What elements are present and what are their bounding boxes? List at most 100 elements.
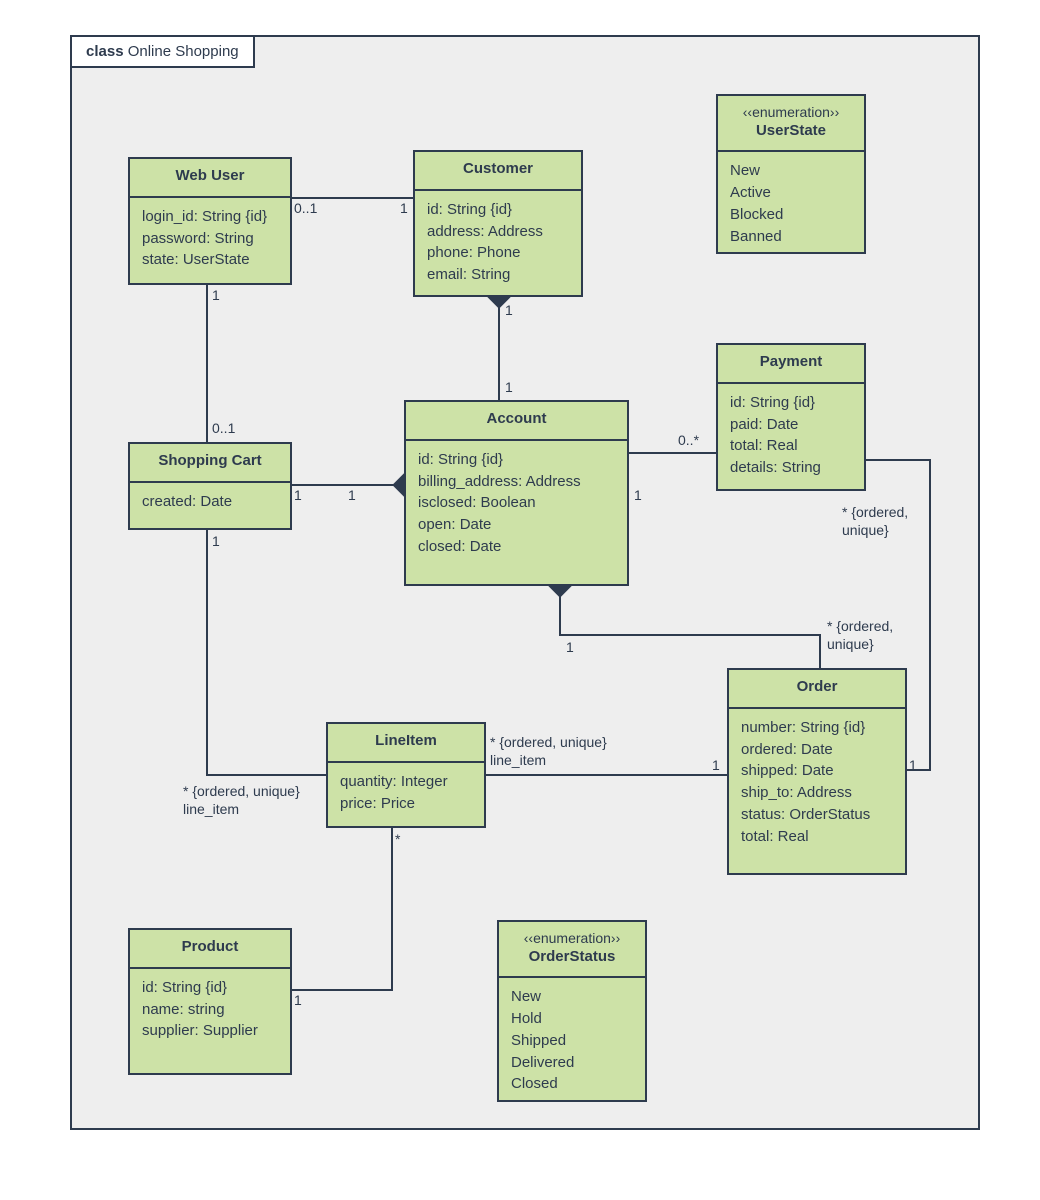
attribute-row: Banned [730, 226, 852, 248]
attribute-row: ship_to: Address [741, 782, 893, 804]
class-name: Payment [760, 353, 823, 370]
class-attributes: created: Date [130, 483, 290, 523]
multiplicity-label: * {ordered,unique} [842, 504, 908, 539]
attribute-row: Blocked [730, 204, 852, 226]
multiplicity-label: 1 [348, 487, 356, 505]
frame-label: class Online Shopping [70, 35, 255, 68]
attribute-row: Delivered [511, 1052, 633, 1074]
class-name: Web User [176, 167, 245, 184]
class-order: Ordernumber: String {id}ordered: Dateshi… [727, 668, 907, 875]
attribute-row: New [511, 986, 633, 1008]
multiplicity-label: * {ordered,unique} [827, 618, 893, 653]
multiplicity-label: * [395, 831, 400, 849]
class-name: LineItem [375, 732, 437, 749]
class-attributes: id: String {id}billing_address: Addressi… [406, 441, 627, 568]
multiplicity-label: * {ordered, unique}line_item [183, 783, 300, 818]
attribute-row: id: String {id} [418, 449, 615, 471]
class-order_status: ‹‹enumeration››OrderStatusNewHoldShipped… [497, 920, 647, 1102]
multiplicity-label: 1 [400, 200, 408, 218]
class-name: UserState [756, 122, 826, 139]
attribute-row: id: String {id} [730, 392, 852, 414]
class-title: ‹‹enumeration››UserState [718, 96, 864, 152]
multiplicity-label: 1 [634, 487, 642, 505]
class-title: Payment [718, 345, 864, 384]
class-attributes: id: String {id}address: Addressphone: Ph… [415, 191, 581, 296]
stereotype-label: ‹‹enumeration›› [728, 104, 854, 122]
class-attributes: quantity: Integerprice: Price [328, 763, 484, 825]
class-title: Shopping Cart [130, 444, 290, 483]
multiplicity-label: 1 [909, 757, 917, 775]
class-attributes: id: String {id}name: stringsupplier: Sup… [130, 969, 290, 1052]
attribute-row: total: Real [730, 435, 852, 457]
attribute-row: billing_address: Address [418, 471, 615, 493]
multiplicity-label: 1 [505, 302, 513, 320]
class-account: Account id: String {id}billing_address: A… [404, 400, 629, 586]
attribute-row: state: UserState [142, 249, 278, 271]
class-name: Shopping Cart [158, 452, 261, 469]
class-attributes: number: String {id}ordered: Dateshipped:… [729, 709, 905, 858]
attribute-row: Closed [511, 1073, 633, 1095]
class-name: Customer [463, 160, 533, 177]
class-name: Order [797, 678, 838, 695]
class-title: ‹‹enumeration››OrderStatus [499, 922, 645, 978]
attribute-row: supplier: Supplier [142, 1020, 278, 1042]
attribute-row: number: String {id} [741, 717, 893, 739]
class-title: Product [130, 930, 290, 969]
class-payment: Payment id: String {id}paid: Datetotal: R… [716, 343, 866, 491]
attribute-row: price: Price [340, 793, 472, 815]
multiplicity-label: 1 [294, 487, 302, 505]
attribute-row: status: OrderStatus [741, 804, 893, 826]
attribute-row: Hold [511, 1008, 633, 1030]
class-attributes: id: String {id}paid: Datetotal: Realdeta… [718, 384, 864, 489]
class-attributes: NewHoldShippedDeliveredClosed [499, 978, 645, 1105]
attribute-row: quantity: Integer [340, 771, 472, 793]
attribute-row: total: Real [741, 826, 893, 848]
attribute-row: New [730, 160, 852, 182]
class-product: Product id: String {id}name: stringsuppli… [128, 928, 292, 1075]
attribute-row: address: Address [427, 221, 569, 243]
class-title: LineItem [328, 724, 484, 763]
attribute-row: Shipped [511, 1030, 633, 1052]
attribute-row: id: String {id} [142, 977, 278, 999]
attribute-row: isclosed: Boolean [418, 492, 615, 514]
attribute-row: created: Date [142, 491, 278, 513]
class-web_user: Web User login_id: String {id}password: S… [128, 157, 292, 285]
class-title: Customer [415, 152, 581, 191]
multiplicity-label: 1 [505, 379, 513, 397]
attribute-row: closed: Date [418, 536, 615, 558]
attribute-row: password: String [142, 228, 278, 250]
class-title: Order [729, 670, 905, 709]
attribute-row: email: String [427, 264, 569, 286]
class-attributes: NewActiveBlockedBanned [718, 152, 864, 257]
class-customer: Customer id: String {id}address: Addressp… [413, 150, 583, 297]
class-name: Product [182, 938, 239, 955]
uml-diagram-canvas: class Online Shopping Web User login_id: … [0, 0, 1040, 1200]
attribute-row: phone: Phone [427, 242, 569, 264]
attribute-row: name: string [142, 999, 278, 1021]
multiplicity-label: 0..1 [212, 420, 235, 438]
multiplicity-label: 0..* [678, 432, 699, 450]
attribute-row: login_id: String {id} [142, 206, 278, 228]
multiplicity-label: 1 [294, 992, 302, 1010]
attribute-row: details: String [730, 457, 852, 479]
attribute-row: shipped: Date [741, 760, 893, 782]
class-title: Account [406, 402, 627, 441]
attribute-row: Active [730, 182, 852, 204]
stereotype-label: ‹‹enumeration›› [509, 930, 635, 948]
class-name: OrderStatus [529, 948, 616, 965]
class-name: Account [487, 410, 547, 427]
multiplicity-label: * {ordered, unique}line_item [490, 734, 607, 769]
multiplicity-label: 1 [212, 533, 220, 551]
attribute-row: open: Date [418, 514, 615, 536]
class-line_item: LineItem quantity: Integerprice: Price [326, 722, 486, 828]
class-user_state: ‹‹enumeration››UserStateNewActiveBlocked… [716, 94, 866, 254]
class-shopping_cart: Shopping Cart created: Date [128, 442, 292, 530]
multiplicity-label: 1 [566, 639, 574, 657]
attribute-row: ordered: Date [741, 739, 893, 761]
multiplicity-label: 0..1 [294, 200, 317, 218]
attribute-row: paid: Date [730, 414, 852, 436]
multiplicity-label: 1 [712, 757, 720, 775]
attribute-row: id: String {id} [427, 199, 569, 221]
class-title: Web User [130, 159, 290, 198]
class-attributes: login_id: String {id}password: Stringsta… [130, 198, 290, 281]
